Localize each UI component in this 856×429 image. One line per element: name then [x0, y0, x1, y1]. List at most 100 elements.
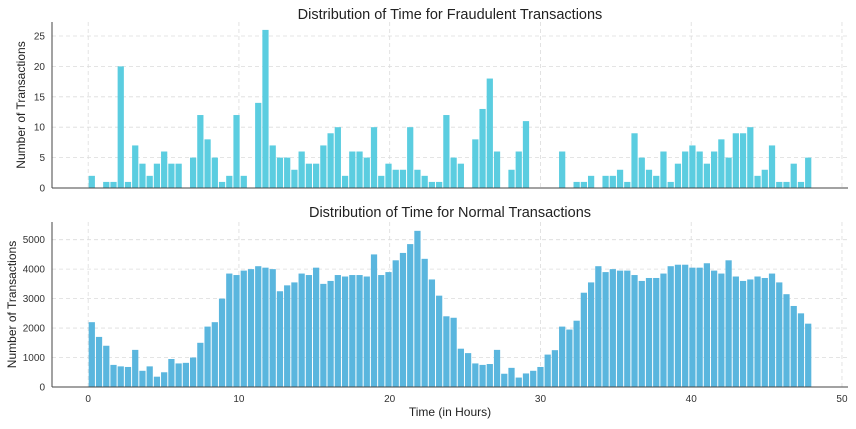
chart1-bar-51: [457, 163, 464, 188]
chart1-bar-91: [747, 127, 754, 188]
chart2-ytick-label-2: 2000: [23, 324, 46, 335]
chart2-xtick-label-1: 10: [233, 394, 245, 405]
chart1-bar-25: [269, 145, 276, 188]
chart1-title: Distribution of Time for Fraudulent Tran…: [298, 7, 603, 23]
chart1-bar-34: [334, 127, 341, 188]
chart2-bar-77: [645, 277, 653, 387]
chart2-bar-39: [370, 254, 378, 387]
chart2-bar-99: [805, 323, 812, 387]
chart2-bar-65: [559, 326, 566, 387]
chart2-bar-50: [450, 317, 457, 387]
chart2-bar-4: [117, 366, 124, 387]
chart2-bar-45: [414, 230, 421, 387]
chart2-bar-94: [768, 273, 776, 387]
chart1-bar-14: [189, 157, 197, 188]
chart2-ytick-label-1: 1000: [23, 353, 46, 364]
chart2-bar-15: [197, 342, 204, 387]
chart2-xtick-label-2: 20: [384, 394, 396, 405]
chart2-bar-60: [522, 373, 530, 387]
chart1-bar-41: [385, 163, 392, 188]
chart2-bar-1: [95, 336, 103, 387]
chart1-bar-72: [609, 175, 616, 188]
chart1-ytick-label-2: 10: [34, 123, 46, 134]
chart1-bar-10: [161, 151, 168, 188]
chart2-ytick-label-0: 0: [39, 383, 45, 394]
chart2-xlabel: Time (in Hours): [409, 405, 491, 419]
chart2-bar-70: [595, 266, 602, 387]
chart1-bar-89: [732, 133, 739, 188]
chart2-xtick-label-5: 50: [836, 394, 848, 405]
chart1-bar-35: [341, 175, 349, 188]
chart2-bar-47: [428, 279, 436, 387]
chart2-bar-83: [689, 267, 696, 387]
chart1-bar-40: [378, 175, 385, 188]
chart1-bar-67: [573, 181, 580, 188]
chart1-bar-60: [522, 121, 530, 188]
chart2-bar-63: [544, 354, 551, 387]
chart2-bar-66: [566, 329, 573, 387]
chart2-bar-27: [284, 285, 291, 387]
chart1-bar-29: [298, 151, 305, 188]
chart2-bar-68: [580, 292, 587, 387]
chart1-bar-87: [718, 139, 725, 188]
chart1-bar-27: [284, 157, 291, 188]
chart1-bar-20: [233, 115, 240, 188]
chart2-bar-21: [240, 270, 247, 387]
chart1-bar-9: [153, 163, 161, 188]
chart1-bar-53: [472, 139, 479, 188]
chart2-bar-86: [711, 270, 718, 387]
chart2-bar-52: [464, 353, 472, 387]
chart2-bar-9: [153, 376, 161, 387]
chart2-bar-69: [587, 282, 595, 387]
chart2-xtick-label-4: 40: [686, 394, 698, 405]
chart1-group: 0 5 10 15 20 25 Distribution of Time for Fraud…: [14, 7, 848, 195]
chart2-bar-2: [103, 345, 110, 387]
chart2-bar-98: [797, 313, 805, 387]
chart1-bar-37: [356, 151, 363, 188]
chart1-bar-3: [110, 181, 117, 188]
chart2-bar-3: [110, 364, 117, 387]
chart1-bar-96: [783, 181, 790, 188]
chart1-bar-36: [349, 151, 356, 188]
chart2-bar-49: [443, 316, 450, 387]
chart1-bar-8: [146, 175, 153, 188]
chart1-bar-48: [436, 181, 443, 188]
chart2-bar-43: [399, 252, 407, 387]
chart2-bar-82: [682, 264, 689, 387]
chart1-bar-58: [508, 169, 515, 188]
chart2-bar-79: [660, 273, 667, 387]
chart2-bar-54: [479, 364, 486, 387]
chart2-bar-71: [602, 272, 609, 387]
chart1-ytick-label-3: 15: [34, 92, 46, 103]
chart2-bar-73: [616, 270, 624, 387]
chart2-bar-64: [551, 350, 559, 387]
chart2-bar-80: [667, 266, 674, 387]
chart1-bar-74: [624, 181, 631, 188]
chart2-bar-40: [378, 275, 385, 387]
chart2-bar-32: [320, 283, 327, 387]
chart1-bar-0: [88, 175, 95, 188]
chart2-bar-16: [204, 326, 211, 387]
chart2-bar-29: [298, 273, 305, 387]
chart2-bar-87: [718, 273, 725, 387]
chart2-bar-11: [168, 359, 175, 387]
chart2-bar-7: [139, 370, 146, 387]
chart2-bar-93: [761, 277, 768, 387]
chart1-bar-68: [580, 181, 587, 188]
chart1-bar-59: [515, 151, 522, 188]
chart1-bar-28: [291, 169, 298, 188]
chart2-bar-13: [182, 362, 189, 387]
chart2-bar-10: [161, 372, 168, 387]
chart2-bar-42: [392, 260, 399, 387]
chart2-bar-25: [269, 269, 276, 387]
chart2-bar-58: [508, 367, 515, 387]
chart1-bar-18: [218, 181, 226, 188]
chart2-ytick-label-5: 5000: [23, 235, 46, 246]
chart2-bar-36: [349, 275, 356, 387]
chart2-bar-92: [754, 276, 761, 387]
chart2-bar-31: [313, 267, 320, 387]
chart1-bar-50: [450, 157, 457, 188]
chart2-bar-72: [609, 269, 616, 387]
chart2-bar-67: [573, 320, 580, 387]
